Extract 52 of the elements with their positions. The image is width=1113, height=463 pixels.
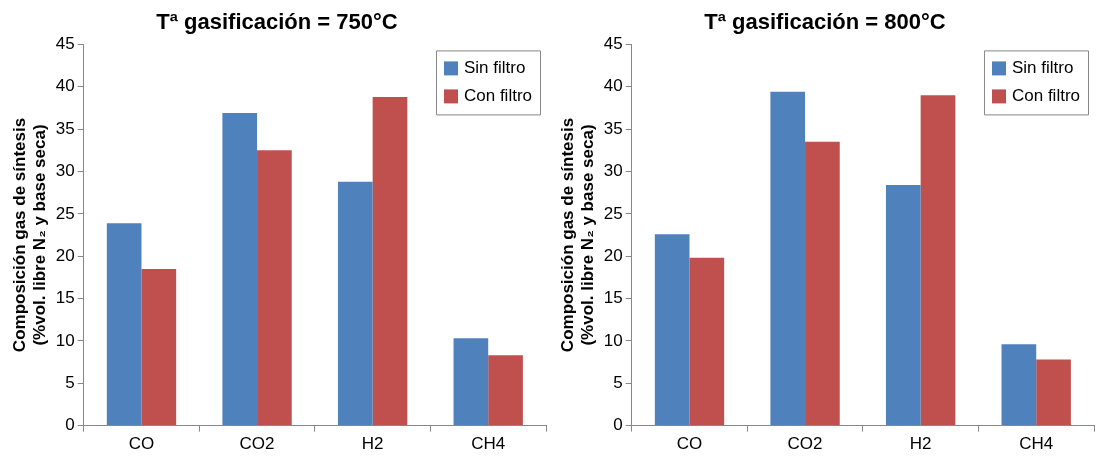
bar [453, 338, 489, 426]
x-tick-label: CH4 [471, 434, 506, 454]
y-tick-label: 30 [603, 161, 623, 181]
x-tick-label: CO2 [787, 434, 823, 454]
bar [488, 355, 523, 426]
legend-label: Sin filtro [1011, 58, 1074, 78]
y-tick-label: 45 [55, 34, 75, 54]
bar [141, 268, 177, 426]
x-tick-label: CO [676, 434, 703, 454]
legend-label: Con filtro [1011, 86, 1081, 106]
y-tick-label: 20 [603, 245, 623, 265]
y-tick-label: 10 [603, 330, 623, 350]
bar [257, 150, 292, 426]
y-tick-label: 20 [55, 245, 75, 265]
y-tick-label: 15 [55, 288, 75, 308]
bar [1001, 344, 1037, 426]
bar [770, 91, 806, 426]
y-tick-label: 5 [65, 372, 75, 392]
y-tick-label: 0 [613, 415, 623, 435]
y-tick-label: 5 [613, 372, 623, 392]
y-tick-label: 30 [55, 161, 75, 181]
y-tick-label: 45 [603, 34, 623, 54]
chart-title: Tª gasificación = 800°C [704, 9, 946, 35]
bar [654, 234, 690, 426]
legend-label: Con filtro [463, 86, 533, 106]
x-tick-label: H2 [361, 434, 384, 454]
bar [885, 185, 921, 426]
bar [689, 257, 725, 426]
y-tick-label: 10 [55, 330, 75, 350]
y-tick-label: 35 [603, 118, 623, 138]
y-axis-title: Composición gas de síntesis (%vol. libre N₂ y base seca) [557, 117, 598, 353]
x-tick-label: CO [128, 434, 155, 454]
y-tick-label: 25 [55, 203, 75, 223]
legend-label: Sin filtro [463, 58, 526, 78]
x-tick-label: CH4 [1019, 434, 1054, 454]
chart-title: Tª gasificación = 750°C [156, 9, 398, 35]
y-tick-label: 15 [603, 288, 623, 308]
y-tick-label: 25 [603, 203, 623, 223]
bar [106, 223, 142, 426]
y-tick-label: 0 [65, 415, 75, 435]
y-tick-label: 40 [55, 76, 75, 96]
bar [805, 141, 840, 426]
bar [222, 113, 258, 426]
y-tick-label: 35 [55, 118, 75, 138]
bar [920, 95, 956, 426]
x-tick-label: H2 [909, 434, 932, 454]
x-tick-label: CO2 [239, 434, 275, 454]
y-tick-label: 40 [603, 76, 623, 96]
bar [372, 96, 408, 426]
bar [337, 181, 373, 426]
bar [1036, 359, 1071, 426]
y-axis-title: Composición gas de síntesis (%vol. libre N₂ y base seca) [9, 117, 50, 353]
